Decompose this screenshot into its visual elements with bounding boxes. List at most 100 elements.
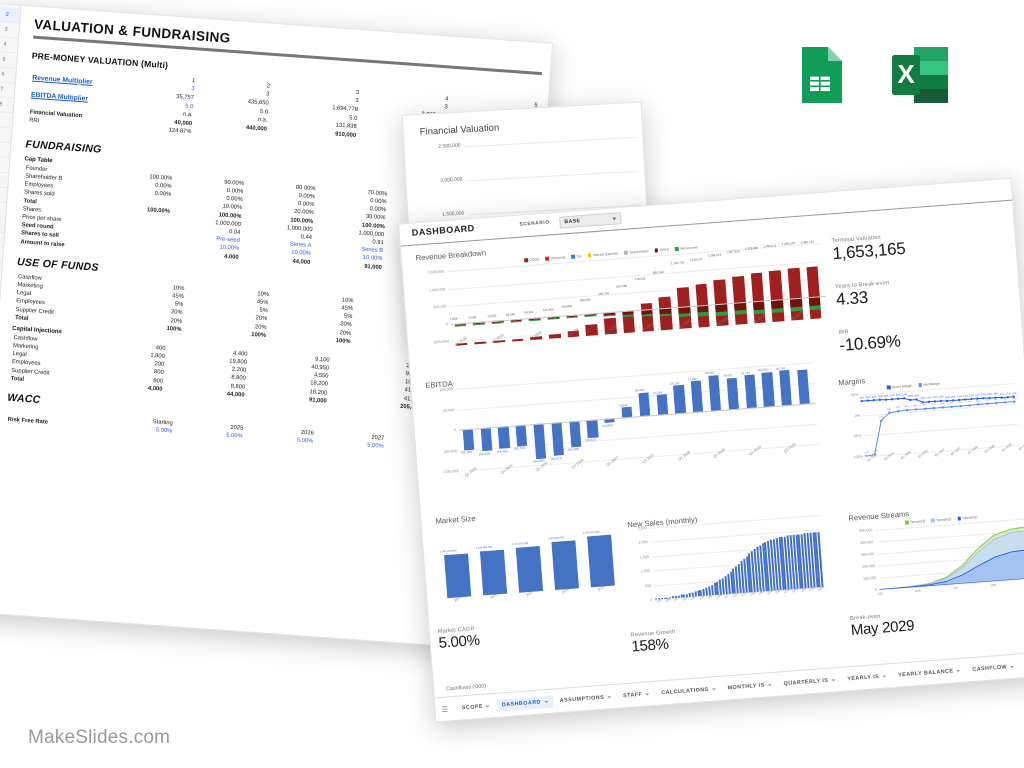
sheet-tab-yearly-is[interactable]: YEARLY IS — [842, 670, 892, 686]
data-label: (63,296) — [567, 447, 580, 453]
data-label: 1,219,577 — [689, 256, 703, 262]
chevron-down-icon[interactable] — [831, 678, 836, 682]
bar — [533, 423, 547, 459]
row-number[interactable]: 2 — [0, 6, 21, 24]
row-number[interactable]: 6 — [0, 66, 16, 84]
data-label: 85,682 — [705, 370, 715, 376]
chevron-down-icon[interactable] — [485, 704, 490, 708]
legend-swatch — [918, 383, 922, 388]
sheet-tab-cashflow[interactable]: CASHFLOW — [967, 660, 1020, 676]
legend-item: Stream(2) — [931, 517, 952, 523]
chevron-down-icon[interactable] — [607, 695, 612, 698]
axis-tick-label: (50,000) — [443, 448, 458, 454]
data-label: 298,635 — [579, 297, 591, 303]
row-number[interactable] — [0, 156, 10, 174]
axis-tick-label: 7/28 — [774, 589, 781, 595]
sheet-tab-yearly-balance[interactable]: YEARLY BALANCE — [893, 664, 966, 681]
axis-tick-label: 500,000 — [433, 304, 447, 310]
microsoft-excel-icon[interactable]: X — [888, 43, 952, 107]
row-number[interactable] — [0, 171, 9, 189]
market-cagr-kpi: Market CAGR 5.00% — [438, 626, 481, 652]
axis-tick-label: Q1 2025 — [464, 466, 478, 478]
chevron-down-icon[interactable] — [645, 692, 650, 696]
scenario-dropdown[interactable]: BASE — [559, 211, 622, 229]
row-number[interactable] — [0, 126, 12, 144]
data-label: 169,894 — [561, 303, 573, 309]
gridline — [452, 312, 828, 343]
bar — [761, 372, 775, 407]
axis-tick-label: 100,000 — [439, 387, 453, 393]
row-number[interactable] — [0, 141, 11, 159]
sheet-tab-calculations[interactable]: CALCULATIONS — [656, 682, 721, 699]
chevron-down-icon[interactable] — [543, 700, 548, 703]
row-number[interactable]: 5 — [0, 51, 17, 69]
data-label: 76,497 — [723, 373, 733, 378]
row-number[interactable] — [0, 111, 13, 129]
bar-segment-cogs — [511, 338, 524, 342]
axis-tick-label: 2,500,000 — [438, 142, 461, 150]
axis-tick-label: 1/27 — [723, 593, 730, 599]
axis-tick-label: 1/26 — [914, 588, 921, 594]
axis-tick-label: 0 — [445, 321, 448, 326]
data-label: (56,236) — [478, 451, 491, 456]
dashboard-sheet[interactable]: DASHBOARD SCENARIO BASE Revenue Breakdow… — [398, 177, 1024, 723]
row-number[interactable]: 8 — [0, 96, 14, 114]
years-breakeven-kpi: Years to Break-even 4.33 — [835, 280, 891, 310]
all-sheets-icon[interactable]: ☰ — [441, 705, 449, 714]
data-label: 13,525 — [487, 313, 497, 318]
legend-item: Stream(3) — [904, 519, 925, 525]
chevron-down-icon[interactable] — [1009, 665, 1015, 668]
legend-item: Stream(1) — [957, 515, 978, 521]
bar-segment-net-income — [603, 314, 616, 317]
sheet-tab-staff[interactable]: STAFF — [618, 687, 655, 702]
row-number[interactable]: 3 — [0, 21, 20, 39]
sheet-tab-label: SCOPE — [461, 703, 484, 711]
bar-segment-cogs — [548, 333, 561, 339]
sheet-tab-assumptions[interactable]: ASSUMPTIONS — [554, 690, 616, 707]
bar-segment-cogs — [806, 266, 822, 319]
legend-label: Gross Margin — [891, 383, 913, 390]
chevron-down-icon — [612, 216, 617, 221]
bar — [444, 553, 472, 599]
legend-label: Discounts — [550, 255, 566, 261]
sheet-tab-scope[interactable]: SCOPE — [456, 699, 495, 714]
sheet-tab-monthly-is[interactable]: MONTHLY IS — [722, 678, 777, 694]
legend-item: Net Margin — [918, 382, 940, 388]
bar — [797, 369, 810, 405]
sheet-tab-bar[interactable]: ☰ SCOPE DASHBOARD ASSUMPTIONS STAFF CALCULAT… — [434, 651, 1024, 722]
chevron-down-icon[interactable] — [711, 687, 716, 691]
data-label: 47,644 — [652, 390, 663, 396]
revenue-streams-panel: Revenue Streams Stream(3) Stream(2) Stream… — [848, 500, 1024, 623]
chevron-down-icon[interactable] — [956, 669, 961, 672]
bar — [656, 394, 668, 415]
market-size-plot: 1,091,200,000 2025 1,104,900,000 2026 1,141,… — [436, 513, 622, 618]
bar — [462, 428, 475, 451]
chevron-down-icon[interactable] — [882, 674, 887, 678]
revenue-growth-value: 158% — [630, 635, 670, 656]
bar-segment-cogs — [769, 269, 785, 322]
scenario-value: BASE — [564, 218, 581, 226]
legend-swatch — [886, 385, 891, 390]
axis-tick-label: Q1 2029 — [748, 444, 762, 457]
sheet-tab-quarterly-is[interactable]: QUARTERLY IS — [778, 673, 841, 690]
data-label: 1,091,200,000 — [439, 549, 457, 554]
axis-tick-label: 1,500 — [639, 554, 649, 560]
margins-panel: Margins Gross Margin Net Margin 50% 0% -50%… — [838, 365, 1024, 488]
row-number[interactable] — [0, 186, 8, 204]
axis-tick-label: 500 — [644, 583, 652, 588]
data-label: 60,661 — [524, 310, 534, 315]
google-sheets-icon[interactable] — [788, 43, 852, 107]
row-number[interactable]: 4 — [0, 36, 19, 54]
market-size-panel: Market Size 1,091,200,000 2025 1,104,900,0… — [435, 503, 623, 636]
row-number[interactable]: 7 — [0, 81, 15, 99]
legend-item: OPEX — [654, 248, 669, 253]
sheet-tab-dashboard[interactable]: DASHBOARD — [496, 695, 554, 712]
axis-tick-label: 7/29 — [808, 587, 815, 593]
breakeven-kpi: Break-even May 2029 — [850, 611, 915, 639]
data-label: 607,356 — [616, 284, 628, 289]
chevron-down-icon[interactable] — [767, 683, 772, 686]
data-label: 1,569 — [449, 316, 458, 321]
sheet-tab-valuation[interactable]: VALUATION — [1021, 656, 1024, 672]
bar — [587, 534, 615, 588]
